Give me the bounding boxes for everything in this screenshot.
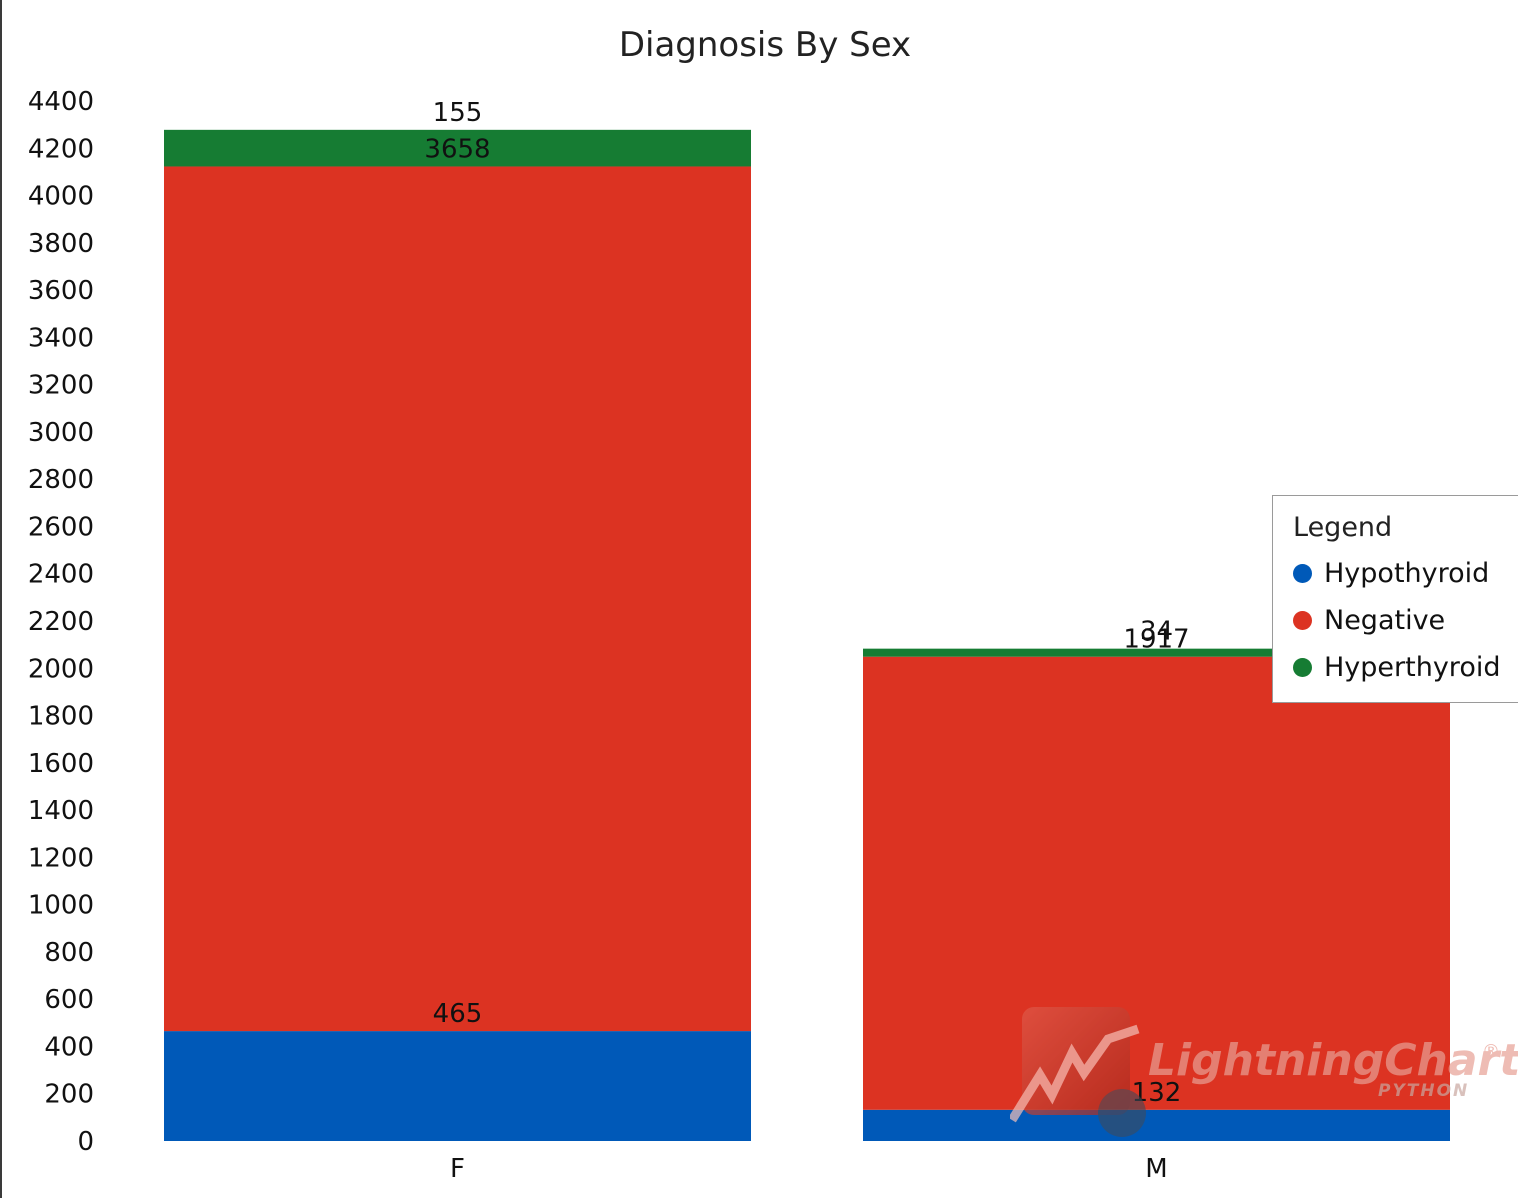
data-label-hyperthyroid-f: 155 [433,98,483,128]
y-tick-label: 1400 [28,796,94,826]
data-label-negative-m: 1917 [1123,625,1189,655]
y-tick-label: 3800 [28,229,94,259]
y-tick-label: 2600 [28,512,94,542]
watermark-sub: PYTHON [1378,1081,1470,1101]
bar-negative-m [863,656,1450,1110]
legend-item-negative[interactable]: Negative [1293,603,1445,637]
y-tick-label: 1600 [28,749,94,779]
y-tick-label: 3200 [28,371,94,401]
y-tick-label: 2400 [28,560,94,590]
bars [164,129,1450,1141]
watermark-registered: ® [1482,1041,1500,1062]
bar-hyperthyroid-m [863,648,1450,657]
y-tick-label: 800 [44,938,94,968]
legend-label-hyperthyroid: Hyperthyroid [1324,651,1501,683]
y-tick-label: 1800 [28,702,94,732]
y-tick-label: 3400 [28,323,94,353]
y-tick-label: 2000 [28,654,94,684]
y-tick-label: 4000 [28,182,94,212]
watermark-brand: LightningChart [1148,1035,1518,1086]
legend-title: Legend [1293,512,1393,543]
legend-item-hyperthyroid[interactable]: Hyperthyroid [1293,650,1500,684]
y-tick-label: 1000 [28,891,94,921]
y-tick-label: 0 [77,1127,94,1157]
legend-dot-hypothyroid [1293,563,1312,583]
x-category-label: F [450,1154,465,1184]
data-label-hyperthyroid-m: 34 [1140,617,1173,647]
y-tick-label: 400 [44,1032,94,1062]
legend-label-negative: Negative [1324,604,1446,636]
bar-hypothyroid-f [164,1031,751,1141]
lightning-bolt-icon [1010,1024,1140,1123]
bar-negative-f [164,166,751,1032]
bar-hypothyroid-m [863,1109,1450,1141]
bar-hyperthyroid-f [164,129,751,167]
y-tick-label: 2800 [28,465,94,495]
y-tick-label: 3000 [28,418,94,448]
python-logo-icon [1098,1089,1146,1137]
legend-label-hypothyroid: Hypothyroid [1324,557,1490,589]
y-tick-label: 600 [44,985,94,1015]
lightningchart-watermark: LightningChart ® PYTHON [1010,1005,1518,1137]
y-tick-label: 1200 [28,843,94,873]
legend-dot-negative [1293,610,1312,630]
x-category-label: M [1145,1154,1167,1184]
left-border [0,0,2,1198]
legend-dot-hyperthyroid [1293,657,1312,677]
y-tick-label: 4200 [28,134,94,164]
y-tick-label: 2200 [28,607,94,637]
y-tick-label: 4400 [28,87,94,117]
data-label-negative-f: 3658 [424,134,490,164]
y-tick-label: 3600 [28,276,94,306]
legend: Legend Hypothyroid Negative Hyperthyroid [1272,495,1518,703]
y-axis-ticks: 0 200 400 600 800 1000 1200 1400 1600 1800 2000 220… [28,87,94,1157]
legend-item-hypothyroid[interactable]: Hypothyroid [1293,556,1489,590]
data-label-hypothyroid-f: 465 [433,999,483,1029]
chart-title: Diagnosis By Sex [619,25,911,65]
y-tick-label: 200 [44,1080,94,1110]
